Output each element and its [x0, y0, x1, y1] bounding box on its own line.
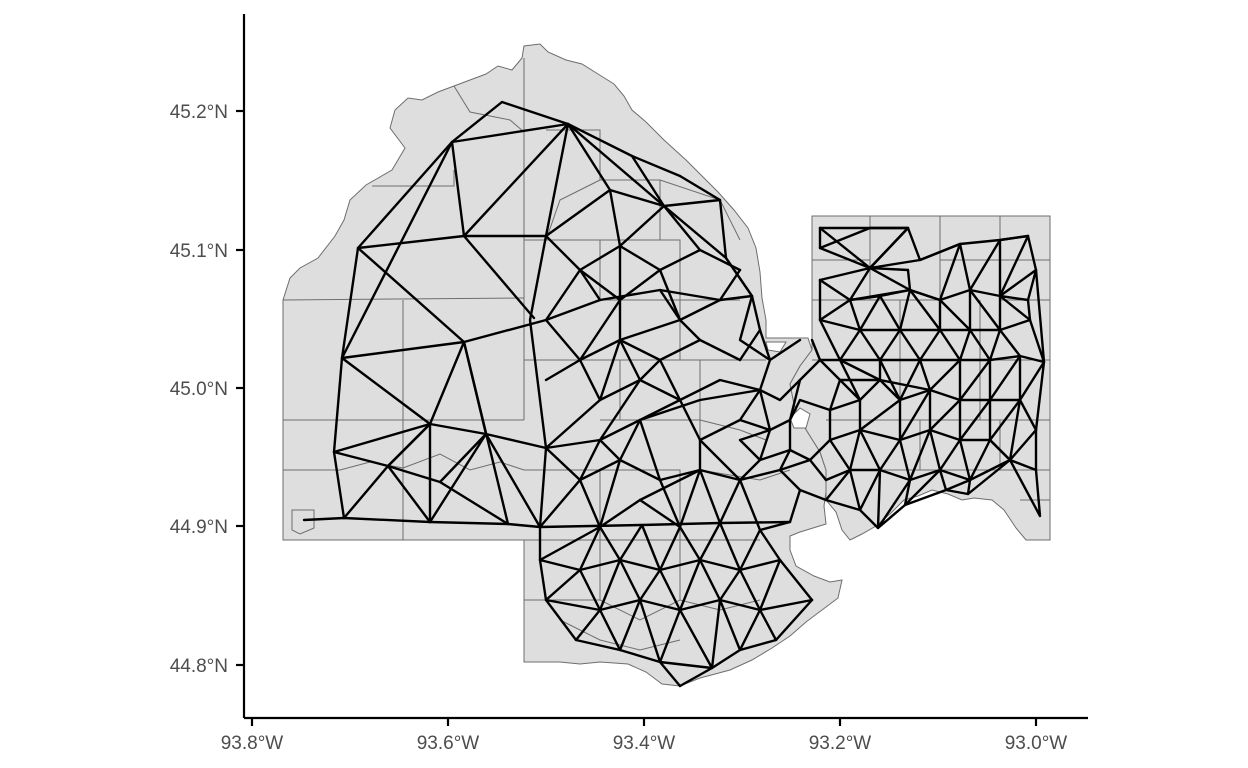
western-exclave-polygon — [291, 509, 315, 535]
land-layer — [282, 43, 1051, 687]
x-tick-label: 93.2°W — [809, 733, 872, 754]
y-axis: 45.2°N 45.1°N 45.0°N 44.9°N 44.8°N — [170, 14, 246, 718]
y-tick-label: 45.0°N — [170, 379, 228, 400]
y-tick-label: 45.1°N — [170, 241, 228, 262]
network-edges — [302, 100, 1046, 688]
y-tick-label: 45.2°N — [170, 102, 228, 123]
x-tick-label: 93.8°W — [221, 733, 284, 754]
lake-hole — [789, 407, 811, 429]
x-tick-label: 93.6°W — [417, 733, 480, 754]
x-axis: 93.8°W 93.6°W 93.4°W 93.2°W 93.0°W — [221, 716, 1088, 754]
y-tick-label: 44.8°N — [170, 656, 228, 677]
x-tick-label: 93.0°W — [1005, 733, 1068, 754]
x-tick-label: 93.4°W — [613, 733, 676, 754]
hennepin-county-polygon — [282, 43, 843, 687]
ramsey-county-polygon — [789, 215, 1051, 541]
y-tick-label: 44.9°N — [170, 517, 228, 538]
